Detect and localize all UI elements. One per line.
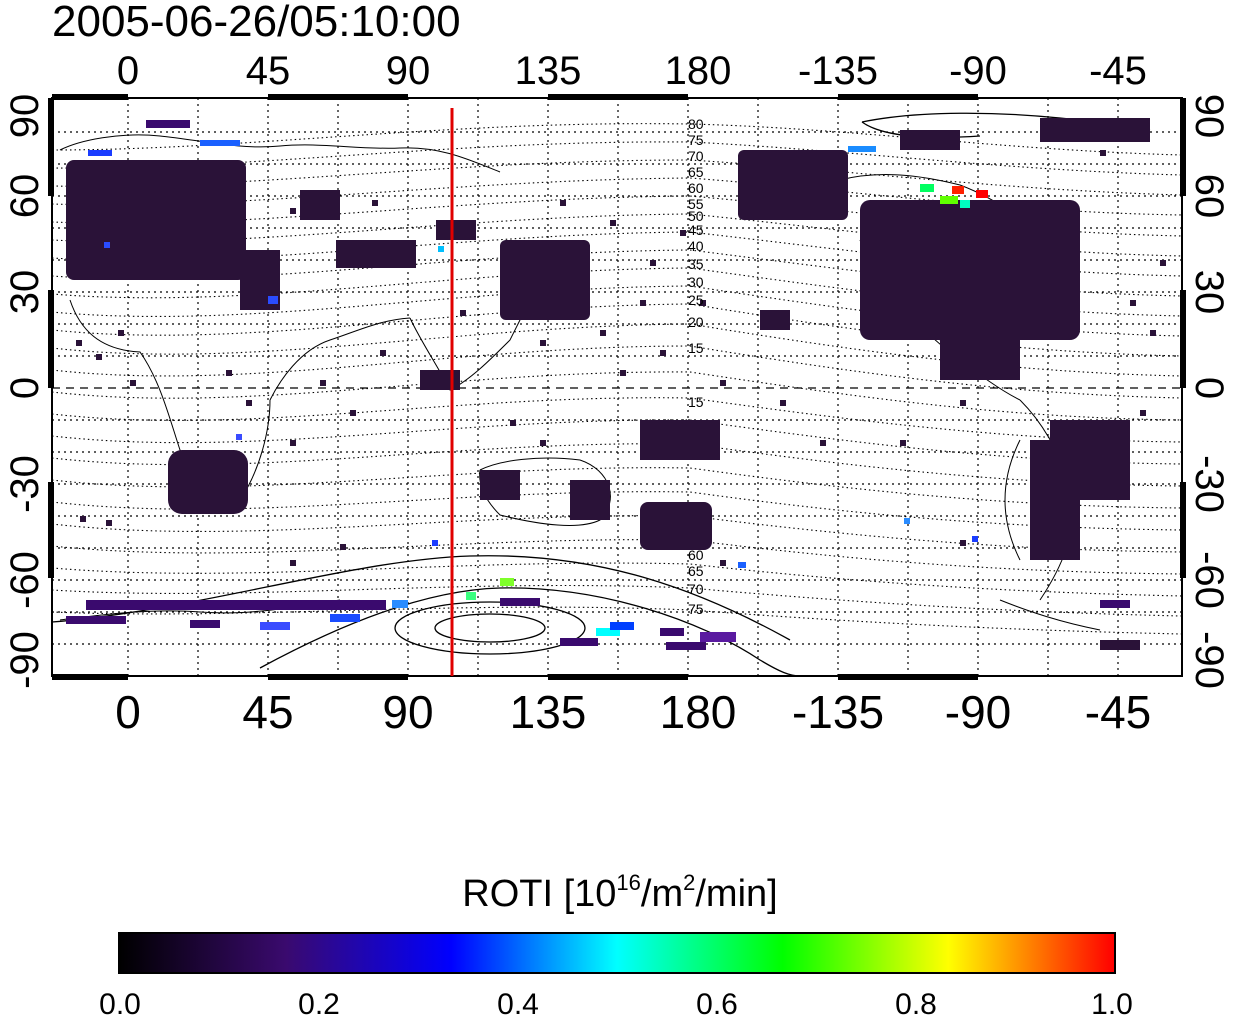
lat-label: 30 [1187,270,1231,315]
roti-station-squares [76,150,1166,566]
lat-label: 30 [3,270,47,315]
contour-label: 45 [688,222,704,238]
roti-observations [66,118,1150,650]
lon-label: -135 [798,49,878,93]
lon-label: 90 [386,49,431,93]
lon-label: 135 [510,686,587,738]
colorbar-tick-label: 0.2 [298,988,340,1021]
roti-antarctic-strip [66,578,1130,650]
contour-label: 20 [688,314,704,330]
lat-label: 0 [1187,377,1231,399]
lon-label: -45 [1085,686,1151,738]
lat-label: -30 [1187,455,1231,513]
lat-label: 60 [3,174,47,219]
map-timestamp-title: 2005-06-26/05:10:00 [52,0,461,46]
lon-label: 45 [246,49,291,93]
lon-label: 180 [660,686,737,738]
lat-label: -30 [3,455,47,513]
roti-colorbar [118,932,1116,974]
lat-label: -90 [3,631,47,689]
colorbar-title-square: 2 [683,870,696,895]
colorbar-tick-label: 1.0 [1091,988,1133,1021]
contour-label: 80 [688,116,704,132]
contour-label: 70 [688,148,704,164]
lon-label: 0 [117,49,139,93]
colorbar-title: ROTI [1016/m2/min] [0,872,1240,916]
colorbar-title-exponent: 16 [616,870,641,895]
contour-labels-south: 15 60 65 70 75 [688,394,704,617]
lon-label: 45 [242,686,293,738]
contour-label: 75 [688,132,704,148]
lon-label: 90 [382,686,433,738]
contour-label: 25 [688,292,704,308]
lat-label: 90 [1187,94,1231,139]
contour-label: 15 [688,394,704,410]
colorbar-tick-label: 0.8 [895,988,937,1021]
graticule-grid [52,98,1182,676]
contour-label: 60 [688,180,704,196]
contour-label: 40 [688,238,704,254]
colorbar-tick-label: 0.6 [696,988,738,1021]
contour-label: 30 [688,274,704,290]
lon-label: -90 [945,686,1011,738]
contour-label: 65 [688,563,704,579]
lon-label: 180 [665,49,732,93]
contour-label: 35 [688,256,704,272]
lat-label: -90 [1187,631,1231,689]
lon-label: -135 [792,686,884,738]
colorbar-tick-label: 0.4 [497,988,539,1021]
colorbar-title-end: /min] [695,873,778,915]
lat-label: -60 [1187,551,1231,609]
top-longitude-axis: 0 45 90 135 180 -135 -90 -45 [117,49,1147,93]
colorbar-title-text: ROTI [10 [462,873,617,915]
contour-label: 55 [688,196,704,212]
contour-labels-north: 80 75 70 65 60 55 50 45 40 35 30 25 20 1… [688,116,704,356]
contour-label: 75 [688,601,704,617]
lon-label: -45 [1089,49,1147,93]
contour-label: 15 [688,340,704,356]
lat-label: 90 [3,94,47,139]
roti-high-cells [88,120,988,568]
contour-label: 70 [688,581,704,597]
contour-label: 65 [688,164,704,180]
lat-label: 0 [3,377,47,399]
colorbar-title-unit: /m [640,873,684,915]
lon-label: -90 [949,49,1007,93]
lon-label: 0 [115,686,141,738]
lon-label: 135 [515,49,582,93]
contour-label: 60 [688,547,704,563]
lat-label: 60 [1187,174,1231,219]
colorbar-tick-label: 0.0 [99,988,141,1021]
frame-bars [48,94,1186,680]
right-latitude-axis: 90 60 30 0 -30 -60 -90 [1187,94,1231,689]
contour-label: 50 [688,208,704,224]
lat-label: -60 [3,551,47,609]
bottom-longitude-axis: 0 45 90 135 180 -135 -90 -45 [115,686,1151,738]
left-latitude-axis: 90 60 30 0 -30 -60 -90 [3,94,47,689]
